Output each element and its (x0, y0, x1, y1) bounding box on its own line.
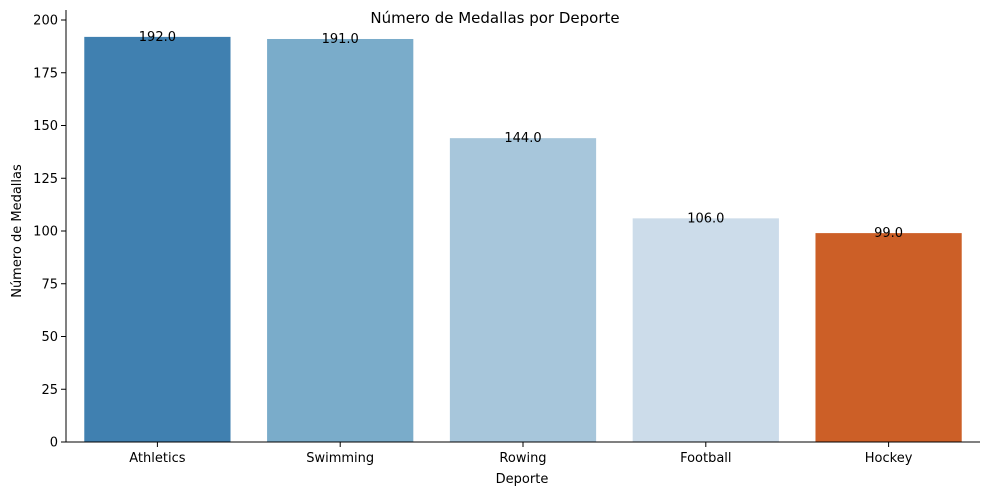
bar-value-label: 144.0 (504, 131, 541, 146)
x-tick-label: Hockey (865, 451, 913, 466)
x-tick-label: Football (680, 451, 731, 466)
chart-title: Número de Medallas por Deporte (370, 9, 619, 27)
bar-value-label: 106.0 (687, 211, 724, 226)
bar-rowing (449, 138, 597, 442)
bar-football (632, 218, 779, 442)
bar-value-label: 192.0 (139, 30, 176, 45)
x-axis-label: Deporte (496, 472, 549, 487)
y-tick-label: 200 (33, 14, 58, 29)
bar-value-label: 99.0 (874, 226, 903, 241)
y-tick-label: 175 (33, 66, 58, 81)
x-axis: Athletics Swimming Rowing Football Hockey (66, 441, 980, 466)
y-axis: 0 25 50 75 100 125 150 175 200 (33, 10, 67, 451)
y-tick-label: 0 (50, 436, 58, 451)
bars-group (84, 36, 962, 443)
bar-labels-group: 192.0 191.0 144.0 106.0 99.0 (139, 30, 903, 241)
bar-athletics (84, 36, 231, 442)
y-tick-label: 125 (33, 172, 58, 187)
y-tick-label: 75 (41, 277, 58, 292)
y-tick-label: 100 (33, 225, 58, 240)
bar-hockey (815, 233, 962, 442)
bar-swimming (267, 38, 414, 443)
x-tick-label: Rowing (499, 451, 546, 466)
x-tick-label: Swimming (306, 451, 374, 466)
bar-value-label: 191.0 (322, 32, 359, 47)
y-tick-label: 25 (41, 383, 58, 398)
y-tick-label: 150 (33, 119, 58, 134)
y-axis-label: Número de Medallas (10, 164, 25, 298)
x-tick-label: Athletics (129, 451, 185, 466)
y-tick-label: 50 (41, 330, 58, 345)
